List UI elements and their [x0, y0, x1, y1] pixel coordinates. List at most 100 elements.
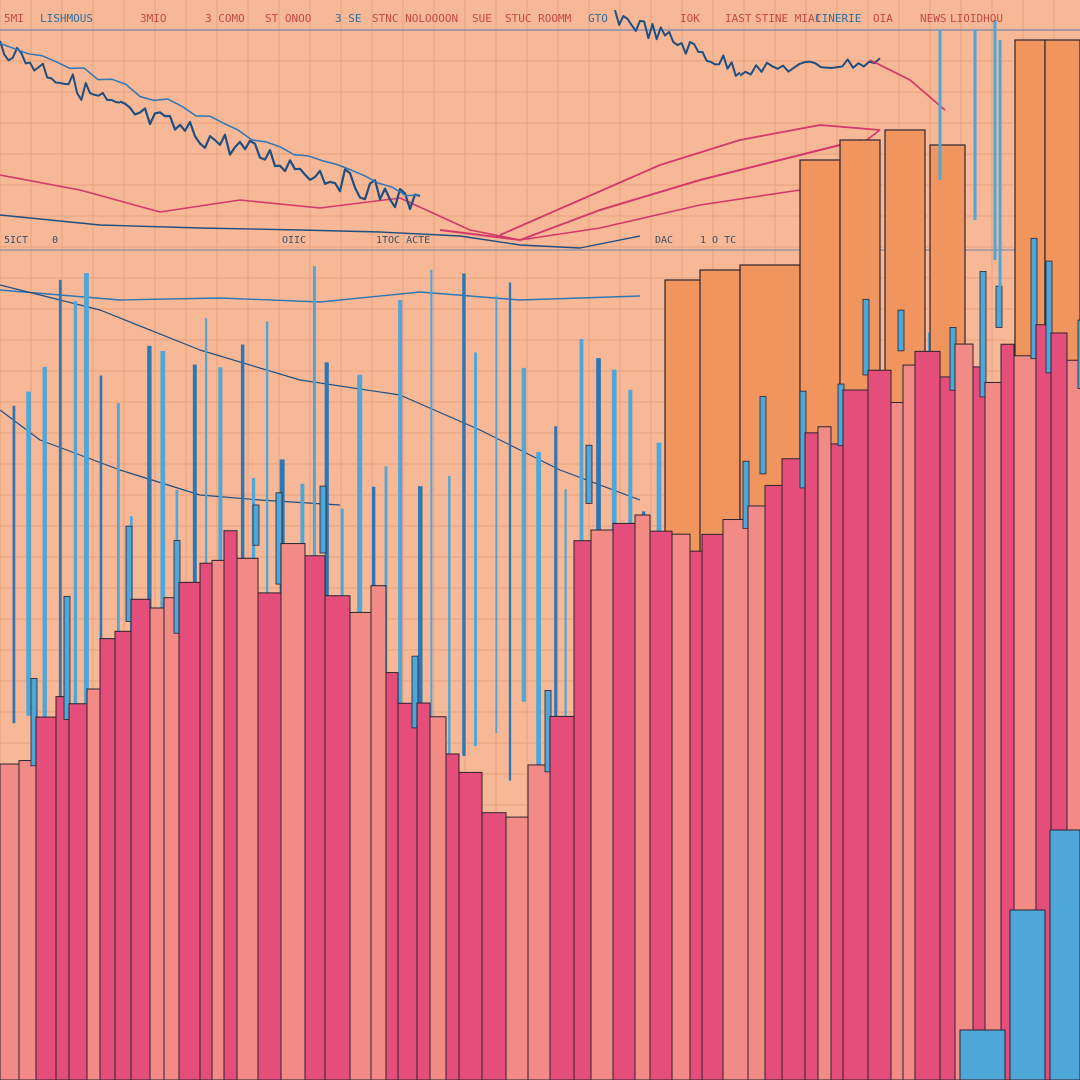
bar	[972, 366, 986, 1080]
bar-blue-candle	[1030, 237, 1038, 360]
bar	[280, 543, 306, 1080]
header-label: 5MI	[4, 12, 24, 25]
header-label: STNC NOLOOOON	[372, 12, 458, 25]
bar	[954, 343, 974, 1080]
bar	[397, 702, 418, 1080]
bar	[130, 598, 151, 1080]
header-label: 3 SE	[335, 12, 362, 25]
trend-line	[0, 129, 881, 241]
trend-line	[0, 284, 641, 501]
bar	[689, 550, 703, 1080]
bar-blue-candle	[1045, 260, 1053, 374]
bar	[573, 540, 592, 1080]
bar	[163, 597, 180, 1080]
bar	[612, 522, 636, 1080]
header-label: GTO	[588, 12, 608, 25]
bar	[890, 401, 904, 1080]
price-line	[119, 100, 421, 211]
price-lines	[0, 9, 1002, 320]
header-label: STUC ROOMM	[505, 12, 572, 25]
bar	[984, 381, 1002, 1080]
bar	[0, 763, 20, 1080]
bar	[764, 484, 783, 1080]
bar	[236, 557, 259, 1080]
bar	[68, 703, 88, 1080]
bar	[527, 764, 551, 1080]
bar	[701, 533, 724, 1080]
bar-blue	[1009, 909, 1046, 1080]
bar	[445, 753, 460, 1080]
header-label: IOK	[680, 12, 700, 25]
bar	[149, 607, 165, 1080]
bar	[649, 530, 673, 1080]
bar-series	[0, 39, 1080, 1080]
bar-blue-candle	[411, 655, 419, 729]
price-line	[0, 42, 421, 197]
bar-blue	[1049, 829, 1080, 1080]
bar	[830, 443, 844, 1080]
bar	[223, 530, 238, 1080]
header-label: 3 COMO	[205, 12, 245, 25]
header-label: OIA	[873, 12, 893, 25]
bar	[867, 369, 892, 1080]
axis-tick-label: 1TOC ACTE	[376, 235, 430, 246]
header-label: CINERIE	[815, 12, 861, 25]
bar-blue-candle	[252, 504, 260, 546]
axis-tick-label: OIIC	[282, 235, 306, 246]
bar	[842, 389, 869, 1080]
bar	[257, 592, 282, 1080]
bar	[747, 505, 766, 1080]
price-line	[614, 9, 741, 77]
trend-line	[0, 289, 641, 303]
header-label: ST ONOO	[265, 12, 311, 25]
bar-blue	[959, 1029, 1006, 1080]
bar-blue-candle	[742, 460, 750, 529]
price-line	[739, 57, 881, 77]
bar	[902, 364, 916, 1080]
header-label: STINE MIAI	[755, 12, 821, 25]
bar	[18, 760, 37, 1080]
bar	[939, 376, 956, 1080]
bar	[35, 716, 57, 1080]
trend-line	[0, 409, 341, 506]
bar	[385, 672, 399, 1080]
bar	[349, 611, 372, 1080]
price-line	[869, 59, 946, 111]
trend-line	[499, 124, 881, 236]
bar	[817, 426, 832, 1080]
bar	[549, 715, 575, 1080]
bar	[804, 432, 819, 1080]
bar-blue-candle	[897, 309, 905, 352]
header-label: 3MIO	[140, 12, 167, 25]
bar-blue-candle	[759, 396, 767, 475]
header-label: IAST	[725, 12, 752, 25]
bar-blue-candle	[319, 485, 327, 554]
bar	[304, 555, 326, 1080]
bar	[481, 812, 507, 1080]
bar-blue-candle	[63, 595, 71, 720]
bar	[324, 595, 351, 1080]
bar-blue-candle	[862, 298, 870, 376]
bar	[114, 630, 132, 1080]
trend-line	[0, 214, 641, 249]
bar	[99, 638, 116, 1080]
bar	[199, 562, 213, 1080]
header-label: LISHMOUS	[40, 12, 93, 25]
bar	[590, 529, 614, 1080]
axis-tick-label: 1 O TC	[700, 235, 736, 246]
bar-blue-candle	[275, 492, 283, 585]
bar	[178, 581, 201, 1080]
bar-blue-candle	[585, 444, 593, 504]
axis-tick-label: 0	[52, 235, 58, 246]
bar	[55, 696, 70, 1080]
bar-blue-candle	[125, 525, 133, 622]
bar	[634, 514, 651, 1080]
bar	[370, 585, 387, 1080]
bar	[671, 533, 691, 1080]
bar-blue-candle	[1077, 319, 1080, 389]
axis-tick-label: 5ICT	[4, 235, 28, 246]
bar	[429, 716, 447, 1080]
bar	[722, 519, 749, 1080]
